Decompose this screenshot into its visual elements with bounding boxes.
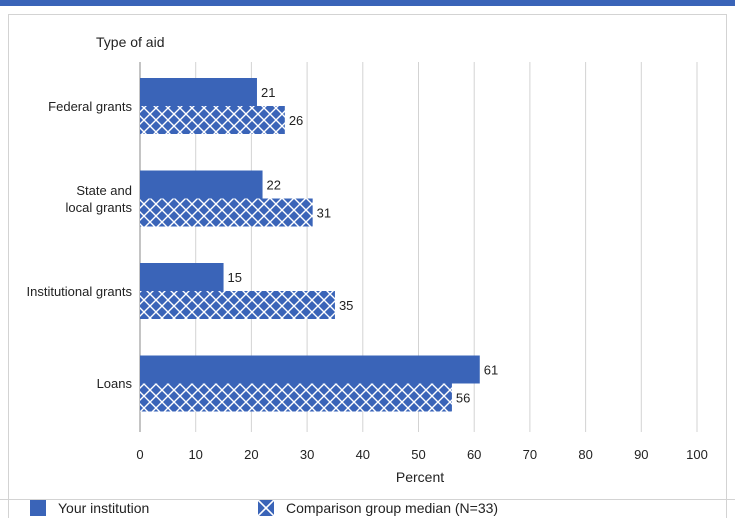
legend-swatch-crosshatch <box>258 500 274 516</box>
x-tick-label: 90 <box>634 447 648 462</box>
bar-comparison-median <box>140 198 313 227</box>
bar-value-label: 22 <box>267 178 281 193</box>
x-axis-title: Percent <box>396 469 444 485</box>
bar-value-label: 31 <box>317 206 331 221</box>
x-tick-label: 10 <box>188 447 202 462</box>
bar-your-institution <box>140 263 224 291</box>
bar-value-label: 15 <box>228 270 242 285</box>
bar-value-label: 61 <box>484 363 498 378</box>
x-tick-label: 70 <box>523 447 537 462</box>
legend-item-your-institution: Your institution <box>30 500 149 516</box>
legend-label: Comparison group median (N=33) <box>286 500 499 516</box>
x-axis-ticks: 0 10 20 30 40 50 60 70 80 90 100 <box>136 447 707 462</box>
chart-frame <box>8 14 727 518</box>
bar-value-label: 56 <box>456 391 470 406</box>
bar-value-label: 21 <box>261 85 275 100</box>
bar-comparison-median <box>140 291 335 319</box>
legend-swatch-solid <box>30 500 46 516</box>
x-tick-label: 60 <box>467 447 481 462</box>
category-label: Institutional grants <box>26 283 132 299</box>
legend: Your institution Comparison group median… <box>0 499 735 518</box>
x-tick-label: 40 <box>356 447 370 462</box>
bars <box>140 78 480 412</box>
x-tick-label: 50 <box>411 447 425 462</box>
y-axis-title: Type of aid <box>96 34 165 50</box>
bar-value-label: 26 <box>289 113 303 128</box>
category-label: Federal grants <box>48 98 132 114</box>
x-tick-label: 100 <box>686 447 708 462</box>
legend-divider <box>0 499 735 500</box>
category-label: State and local grants <box>65 182 132 215</box>
bar-value-label: 35 <box>339 298 353 313</box>
x-tick-label: 20 <box>244 447 258 462</box>
top-accent-rule <box>0 0 735 6</box>
x-tick-label: 0 <box>136 447 143 462</box>
bar-your-institution <box>140 170 263 199</box>
x-tick-label: 80 <box>578 447 592 462</box>
bar-comparison-median <box>140 106 285 134</box>
category-label: Loans <box>96 376 132 391</box>
bar-your-institution <box>140 355 480 384</box>
legend-label: Your institution <box>58 500 150 516</box>
x-tick-label: 30 <box>300 447 314 462</box>
data-labels: 21 26 22 31 15 35 61 56 <box>228 85 499 406</box>
legend-item-comparison-median: Comparison group median (N=33) <box>258 500 498 516</box>
bar-your-institution <box>140 78 257 106</box>
bar-comparison-median <box>140 383 452 412</box>
